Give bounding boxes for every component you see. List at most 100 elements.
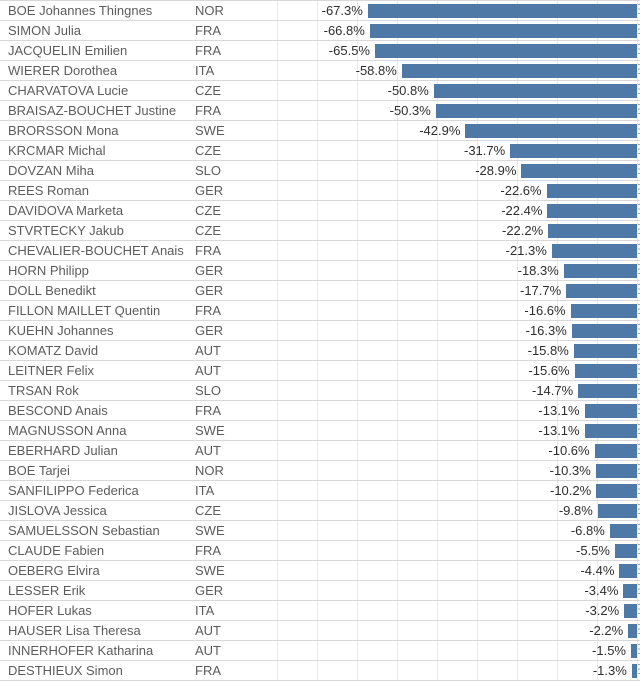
axis-tick-dots	[638, 24, 640, 37]
table-row: KRCMAR Michal CZE -31.7%	[0, 141, 640, 161]
athlete-name: BOE Tarjei	[8, 463, 70, 478]
country-code: AUT	[195, 363, 221, 378]
bar-cell: -10.6%	[277, 441, 640, 460]
athlete-name: BESCOND Anais	[8, 403, 108, 418]
value-bar[interactable]	[547, 203, 637, 218]
value-bar[interactable]	[566, 283, 637, 298]
axis-tick-dots	[638, 244, 640, 257]
value-label: -4.4%	[580, 563, 615, 578]
bar-cell: -66.8%	[277, 21, 640, 40]
country-code: FRA	[195, 403, 221, 418]
athlete-name: LESSER Erik	[8, 583, 86, 598]
axis-tick-dots	[638, 104, 640, 117]
value-bar[interactable]	[401, 63, 637, 78]
axis-tick-dots	[638, 324, 640, 337]
value-bar[interactable]	[624, 603, 637, 618]
table-row: JACQUELIN Emilien FRA -65.5%	[0, 41, 640, 61]
value-bar[interactable]	[615, 543, 637, 558]
table-row: JISLOVA Jessica CZE -9.8%	[0, 501, 640, 521]
value-bar[interactable]	[435, 103, 637, 118]
country-code: NOR	[195, 463, 224, 478]
value-label: -66.8%	[323, 23, 365, 38]
value-label: -2.2%	[589, 623, 624, 638]
value-bar[interactable]	[510, 143, 637, 158]
bar-cell: -16.6%	[277, 301, 640, 320]
bar-cell: -1.3%	[277, 661, 640, 680]
value-bar[interactable]	[548, 223, 637, 238]
table-row: BOE Tarjei NOR -10.3%	[0, 461, 640, 481]
country-code: ITA	[195, 63, 215, 78]
value-label: -10.3%	[549, 463, 591, 478]
athlete-name: KRCMAR Michal	[8, 143, 106, 158]
value-bar[interactable]	[573, 343, 637, 358]
country-code: CZE	[195, 83, 221, 98]
value-bar[interactable]	[465, 123, 637, 138]
athlete-name: BOE Johannes Thingnes	[8, 3, 153, 18]
value-bar[interactable]	[619, 563, 637, 578]
table-row: TRSAN Rok SLO -14.7%	[0, 381, 640, 401]
country-code: ITA	[195, 483, 215, 498]
athlete-name: HAUSER Lisa Theresa	[8, 623, 141, 638]
value-bar[interactable]	[628, 623, 637, 638]
value-bar[interactable]	[623, 583, 637, 598]
country-code: CZE	[195, 143, 221, 158]
bar-cell: -9.8%	[277, 501, 640, 520]
value-bar[interactable]	[367, 3, 637, 18]
value-bar[interactable]	[631, 663, 637, 678]
value-bar[interactable]	[631, 643, 637, 658]
value-bar[interactable]	[571, 323, 637, 338]
value-bar[interactable]	[578, 383, 637, 398]
value-bar[interactable]	[369, 23, 637, 38]
country-code: GER	[195, 283, 224, 298]
table-row: BOE Johannes Thingnes NOR -67.3%	[0, 1, 640, 21]
athlete-name: LEITNER Felix	[8, 363, 94, 378]
table-row: KOMATZ David AUT -15.8%	[0, 341, 640, 361]
value-bar[interactable]	[609, 523, 637, 538]
athlete-name: KUEHN Johannes	[8, 323, 114, 338]
value-bar[interactable]	[433, 83, 637, 98]
axis-tick-dots	[638, 624, 640, 637]
bar-cell: -31.7%	[277, 141, 640, 160]
value-bar[interactable]	[546, 183, 637, 198]
country-code: FRA	[195, 43, 221, 58]
value-bar[interactable]	[375, 43, 637, 58]
table-row: SIMON Julia FRA -66.8%	[0, 21, 640, 41]
athlete-name: JACQUELIN Emilien	[8, 43, 128, 58]
bar-cell: -15.6%	[277, 361, 640, 380]
table-row: KUEHN Johannes GER -16.3%	[0, 321, 640, 341]
axis-tick-dots	[638, 564, 640, 577]
value-bar[interactable]	[597, 503, 637, 518]
bar-cell: -6.8%	[277, 521, 640, 540]
axis-tick-dots	[638, 264, 640, 277]
country-code: AUT	[195, 443, 221, 458]
country-code: SLO	[195, 383, 222, 398]
value-bar[interactable]	[563, 263, 637, 278]
bar-cell: -3.2%	[277, 601, 640, 620]
value-bar[interactable]	[570, 303, 637, 318]
value-label: -14.7%	[532, 383, 574, 398]
bar-cell: -13.1%	[277, 421, 640, 440]
value-bar[interactable]	[596, 483, 637, 498]
value-bar[interactable]	[594, 443, 637, 458]
athlete-name: DAVIDOVA Marketa	[8, 203, 124, 218]
table-row: HAUSER Lisa Theresa AUT -2.2%	[0, 621, 640, 641]
athlete-name: REES Roman	[8, 183, 89, 198]
value-bar[interactable]	[551, 243, 637, 258]
value-bar[interactable]	[584, 423, 637, 438]
bar-cell: -16.3%	[277, 321, 640, 340]
value-bar[interactable]	[574, 363, 637, 378]
country-code: ITA	[195, 603, 215, 618]
value-bar[interactable]	[595, 463, 637, 478]
axis-tick-dots	[638, 604, 640, 617]
bar-cell: -22.4%	[277, 201, 640, 220]
country-code: SLO	[195, 163, 222, 178]
bar-cell: -67.3%	[277, 1, 640, 20]
country-code: FRA	[195, 663, 221, 678]
value-label: -50.8%	[387, 83, 429, 98]
country-code: AUT	[195, 623, 221, 638]
value-bar[interactable]	[584, 403, 637, 418]
table-row: HORN Philipp GER -18.3%	[0, 261, 640, 281]
value-bar[interactable]	[521, 163, 637, 178]
bar-cell: -15.8%	[277, 341, 640, 360]
